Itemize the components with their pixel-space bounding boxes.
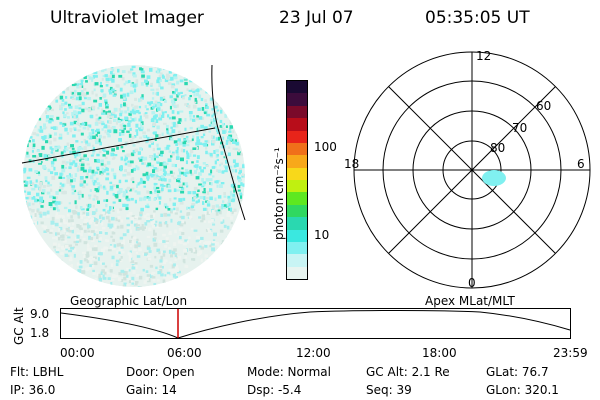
polar-label-0: 0 bbox=[468, 276, 476, 290]
colorbar-band bbox=[287, 130, 307, 143]
polar-label-60: 60 bbox=[536, 99, 551, 113]
polar-label-18: 18 bbox=[344, 157, 359, 171]
colorbar-band bbox=[287, 229, 307, 242]
door-readout: Door: Open bbox=[126, 365, 195, 379]
colorbar-band bbox=[287, 204, 307, 218]
ip-readout: IP: 36.0 bbox=[10, 383, 56, 397]
timeline-xtick-0000: 00:00 bbox=[60, 346, 95, 360]
colorbar-band bbox=[287, 241, 307, 255]
timeline-yaxis-label: GC Alt bbox=[12, 307, 26, 345]
colorbar-band bbox=[287, 167, 307, 180]
colorbar-band bbox=[287, 192, 307, 205]
instrument-title: Ultraviolet Imager bbox=[50, 8, 204, 28]
colorbar-band bbox=[287, 142, 307, 156]
colorbar-band bbox=[287, 266, 307, 279]
auroral-emission-spot bbox=[482, 170, 506, 186]
sequence-readout: Seq: 39 bbox=[366, 383, 412, 397]
timeline-xtick-1800: 18:00 bbox=[422, 346, 457, 360]
colorbar-band bbox=[287, 93, 307, 106]
timeline-label-right: Apex MLat/MLT bbox=[425, 294, 515, 308]
gain-readout: Gain: 14 bbox=[126, 383, 177, 397]
timeline-xtick-2359: 23:59 bbox=[553, 346, 588, 360]
glat-readout: GLat: 76.7 bbox=[486, 365, 549, 379]
polar-label-70: 70 bbox=[512, 121, 527, 135]
polar-label-12: 12 bbox=[476, 50, 491, 63]
timeline-xtick-1200: 12:00 bbox=[296, 346, 331, 360]
earth-uv-image bbox=[21, 64, 246, 287]
colorbar-band bbox=[287, 118, 307, 131]
altitude-timeline bbox=[60, 308, 571, 339]
colorbar-band bbox=[287, 81, 307, 94]
timeline-ytick-1-8: 1.8 bbox=[30, 326, 50, 340]
polar-label-80: 80 bbox=[490, 141, 505, 155]
colorbar-band bbox=[287, 254, 307, 267]
colorbar-band bbox=[287, 155, 307, 168]
colorbar-band bbox=[287, 217, 307, 230]
polar-plot: 12 18 6 0 60 70 80 bbox=[344, 50, 591, 290]
colorbar-tick-100: 100 bbox=[314, 140, 337, 154]
timeline-ytick-9: 9.0 bbox=[30, 307, 50, 321]
colorbar-band bbox=[287, 105, 307, 119]
altitude-curve bbox=[60, 310, 571, 339]
polar-label-6: 6 bbox=[577, 157, 585, 171]
colorbar-unit-label: photon cm⁻²s⁻¹ bbox=[272, 147, 286, 240]
colorbar-band bbox=[287, 180, 307, 193]
gc-altitude-readout: GC Alt: 2.1 Re bbox=[366, 365, 450, 379]
timeline-label-left: Geographic Lat/Lon bbox=[70, 294, 188, 308]
dsp-readout: Dsp: -5.4 bbox=[247, 383, 302, 397]
filter-readout: Flt: LBHL bbox=[10, 365, 64, 379]
terminator-curve bbox=[211, 64, 246, 221]
mode-readout: Mode: Normal bbox=[247, 365, 331, 379]
colorbar bbox=[286, 80, 308, 280]
colorbar-tick-10: 10 bbox=[314, 228, 330, 242]
geographic-grid-line bbox=[21, 127, 216, 164]
observation-date: 23 Jul 07 bbox=[279, 8, 354, 28]
observation-time: 05:35:05 UT bbox=[425, 8, 530, 28]
timeline-xtick-0600: 06:00 bbox=[167, 346, 202, 360]
glon-readout: GLon: 320.1 bbox=[486, 383, 559, 397]
